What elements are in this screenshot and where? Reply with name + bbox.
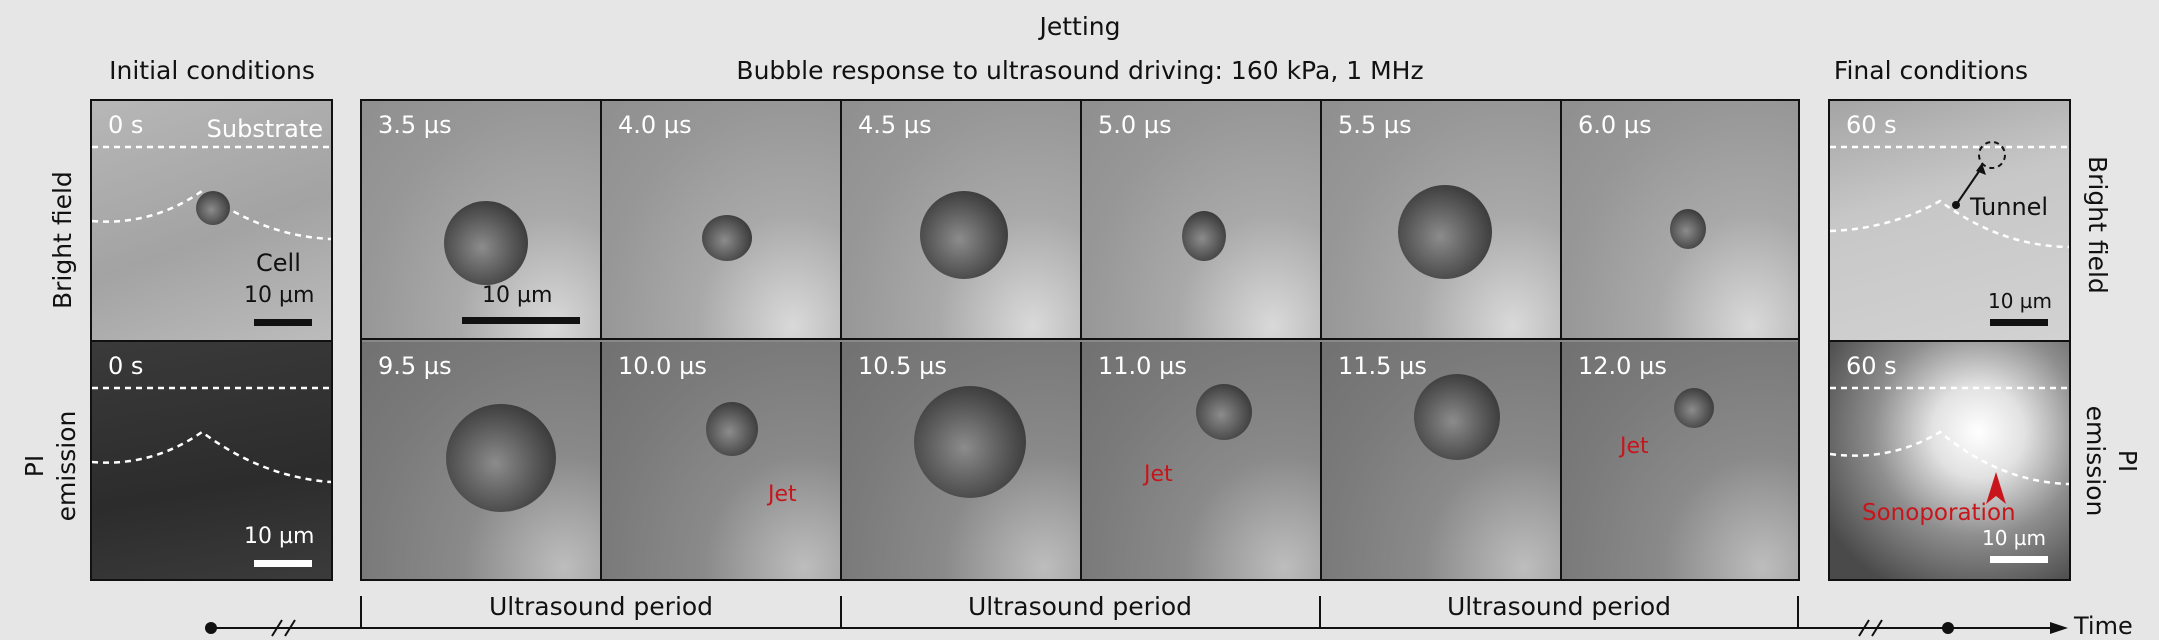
frame-bottom-5: 11.5 µs	[1322, 342, 1562, 579]
end-marker	[1942, 622, 1954, 634]
frame-bottom-3: 10.5 µs	[842, 342, 1082, 579]
frame-time: 6.0 µs	[1578, 111, 1652, 139]
frame-bottom-1: 9.5 µs	[362, 342, 602, 579]
bubble	[446, 404, 556, 512]
frame-time: 10.5 µs	[858, 352, 947, 380]
row-label-pi-left-line2: emission	[52, 410, 81, 522]
row-label-pi-right-line1: PI	[2113, 449, 2142, 473]
final-pi-scale-label: 10 µm	[1982, 526, 2047, 550]
jet-label: Jet	[768, 482, 797, 507]
bubble	[1670, 209, 1706, 249]
timeline	[205, 596, 2068, 637]
row-label-bright-field-right: Bright field	[2083, 156, 2112, 294]
jet-label: Jet	[1620, 434, 1649, 459]
frame-time: 11.5 µs	[1338, 352, 1427, 380]
time-axis-label: Time	[2074, 612, 2133, 640]
initial-conditions-panel: 0 s Substrate Cell 10 µm 0 s 10 µm	[90, 99, 333, 581]
bubble	[1398, 185, 1492, 279]
sequence-subtitle: Bubble response to ultrasound driving: 1…	[736, 56, 1424, 85]
bubble	[914, 386, 1026, 498]
start-marker	[205, 622, 217, 634]
final-pi-time: 60 s	[1846, 352, 1897, 380]
frame-top-2: 4.0 µs	[602, 101, 842, 340]
frame-time: 3.5 µs	[378, 111, 452, 139]
initial-pi-image: 0 s 10 µm	[92, 342, 331, 579]
row-label-bright-field-left: Bright field	[48, 171, 77, 309]
frame-top-4: 5.0 µs	[1082, 101, 1322, 340]
frame-top-6: 6.0 µs	[1562, 101, 1798, 340]
final-pi-image: 60 s Sonoporation 10 µm	[1830, 342, 2069, 579]
initial-pi-scale-label: 10 µm	[244, 524, 315, 549]
initial-conditions-title: Initial conditions	[109, 56, 315, 85]
final-bf-overlay	[1830, 141, 2069, 249]
bubble	[706, 402, 758, 456]
initial-bf-overlay	[92, 145, 331, 241]
final-pi-overlay	[1830, 386, 2069, 504]
sonoporation-arrow-icon	[1986, 472, 2006, 504]
sequence-scale-label: 10 µm	[482, 283, 553, 308]
row-label-pi-right-line2: emission	[2081, 405, 2110, 517]
sequence-panel: 3.5 µs 10 µm 4.0 µs 4.5 µs 5.0 µs 5.5 µs…	[360, 99, 1800, 581]
ultrasound-period-label-3: Ultrasound period	[1446, 592, 1672, 621]
jetting-title: Jetting	[1039, 12, 1121, 41]
frame-time: 5.0 µs	[1098, 111, 1172, 139]
initial-bf-scale-bar	[254, 319, 312, 326]
row-label-pi-left-line1: PI	[20, 454, 49, 478]
ultrasound-period-label-2: Ultrasound period	[967, 592, 1193, 621]
final-conditions-title: Final conditions	[1833, 56, 2029, 85]
frame-time: 4.5 µs	[858, 111, 932, 139]
time-arrow-icon	[2050, 622, 2068, 634]
frame-time: 11.0 µs	[1098, 352, 1187, 380]
frame-top-3: 4.5 µs	[842, 101, 1082, 340]
jet-label: Jet	[1144, 462, 1173, 487]
final-bf-time: 60 s	[1846, 111, 1897, 139]
bubble	[1414, 374, 1500, 460]
sonoporation-label: Sonoporation	[1862, 500, 2016, 526]
frame-top-1: 3.5 µs 10 µm	[362, 101, 602, 340]
initial-bf-time: 0 s	[108, 111, 144, 139]
final-bright-field-image: 60 s Tunnel 10 µm	[1830, 101, 2069, 342]
frame-top-5: 5.5 µs	[1322, 101, 1562, 340]
initial-pi-scale-bar	[254, 560, 312, 567]
frame-bottom-6: 12.0 µs Jet	[1562, 342, 1798, 579]
tunnel-label: Tunnel	[1970, 193, 2049, 221]
bubble	[444, 201, 528, 285]
bubble	[1196, 384, 1252, 440]
frame-bottom-4: 11.0 µs Jet	[1082, 342, 1322, 579]
frame-time: 5.5 µs	[1338, 111, 1412, 139]
initial-bright-field-image: 0 s Substrate Cell 10 µm	[92, 101, 331, 342]
initial-pi-overlay	[92, 386, 331, 484]
initial-bubble	[196, 191, 230, 225]
frame-time: 12.0 µs	[1578, 352, 1667, 380]
initial-pi-time: 0 s	[108, 352, 144, 380]
final-bf-scale-bar	[1990, 319, 2048, 326]
bubble	[702, 215, 752, 261]
frame-bottom-2: 10.0 µs Jet	[602, 342, 842, 579]
frame-time: 4.0 µs	[618, 111, 692, 139]
initial-bf-scale-label: 10 µm	[244, 283, 315, 308]
final-bf-scale-label: 10 µm	[1988, 289, 2053, 313]
final-conditions-panel: 60 s Tunnel 10 µm 60 s Sonoporation 10 µ…	[1828, 99, 2071, 581]
bubble	[920, 191, 1008, 279]
ultrasound-period-label-1: Ultrasound period	[488, 592, 714, 621]
cell-label: Cell	[256, 249, 301, 277]
frame-time: 9.5 µs	[378, 352, 452, 380]
bubble	[1674, 388, 1714, 428]
sequence-scale-bar	[462, 317, 580, 324]
frame-time: 10.0 µs	[618, 352, 707, 380]
final-pi-scale-bar	[1990, 556, 2048, 563]
substrate-label: Substrate	[206, 115, 323, 143]
bubble	[1182, 211, 1226, 261]
